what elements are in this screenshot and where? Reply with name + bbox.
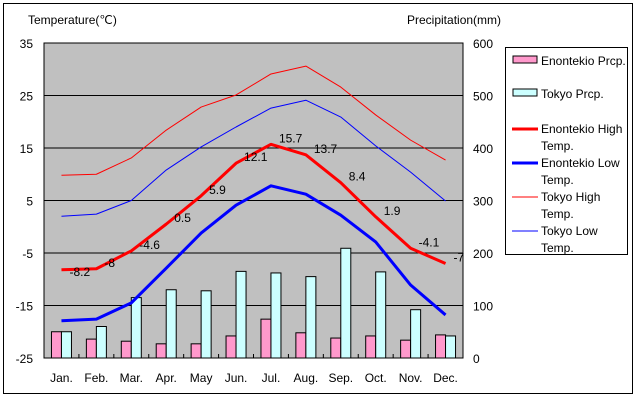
data-label: 0.5: [174, 211, 191, 225]
bar-tokyo-prcp-: [445, 335, 457, 359]
y-tick-right: 500: [473, 90, 493, 104]
bar-enontekio-prcp-: [85, 338, 97, 359]
line-tokyo-low-temp-: [61, 99, 446, 217]
x-tick-label: Feb.: [84, 371, 108, 385]
bar-enontekio-prcp-: [190, 343, 202, 359]
bar-enontekio-prcp-: [225, 335, 237, 359]
x-tick-label: Nov.: [399, 371, 423, 385]
legend-item-tokyo-prcp: Tokyo Prcp.: [512, 86, 629, 103]
bar-enontekio-prcp-: [295, 332, 307, 359]
data-label: 1.9: [384, 204, 401, 218]
y-tick-right: 600: [473, 37, 493, 51]
data-label: 13.7: [314, 142, 338, 156]
legend: Enontekio Prcp. Tokyo Prcp. Enontekio Hi…: [505, 47, 628, 255]
bar-enontekio-prcp-: [330, 337, 342, 359]
bar-tokyo-prcp-: [340, 247, 352, 359]
bar-tokyo-prcp-: [270, 272, 282, 359]
y-tick-right: 400: [473, 142, 493, 156]
legend-label: Tokyo High Temp.: [541, 190, 601, 221]
x-tick-label: Apr.: [156, 371, 177, 385]
y-tick-left: 35: [20, 37, 34, 51]
bar-enontekio-prcp-: [365, 335, 377, 359]
legend-swatch: [512, 88, 538, 97]
data-label: -4.1: [419, 235, 440, 249]
legend-item-enontekio-low: Enontekio Low Temp.: [512, 155, 629, 189]
bar-enontekio-prcp-: [435, 334, 447, 359]
y-tick-left: 25: [20, 90, 34, 104]
y-tick-left: -15: [16, 300, 34, 314]
line-enontekio-low-temp-: [61, 184, 447, 323]
legend-item-tokyo-low: Tokyo Low Temp.: [512, 223, 629, 257]
legend-label: Tokyo Low Temp.: [541, 224, 598, 255]
bar-tokyo-prcp-: [410, 309, 422, 359]
x-tick-label: Dec.: [433, 371, 458, 385]
x-tick-label: May: [190, 371, 213, 385]
y-tick-left: -25: [16, 352, 34, 366]
bar-enontekio-prcp-: [155, 343, 167, 359]
y-axis-label-left: Temperature(℃): [28, 13, 117, 27]
legend-item-enontekio-prcp: Enontekio Prcp.: [512, 53, 629, 70]
bar-tokyo-prcp-: [130, 297, 142, 359]
legend-item-tokyo-high: Tokyo High Temp.: [512, 189, 629, 223]
legend-swatch: [512, 230, 538, 232]
bar-tokyo-prcp-: [375, 271, 387, 359]
legend-swatch: [512, 161, 538, 165]
data-label: -8.2: [69, 265, 90, 279]
legend-label: Enontekio High Temp.: [541, 122, 623, 153]
x-tick-label: Jun.: [225, 371, 248, 385]
legend-label: Enontekio Low Temp.: [541, 156, 620, 187]
data-label: 15.7: [279, 131, 303, 145]
bar-enontekio-prcp-: [120, 340, 132, 359]
y-tick-left: 15: [20, 142, 34, 156]
y-tick-right: 200: [473, 247, 493, 261]
x-tick-label: Jul.: [262, 371, 281, 385]
data-label: -8: [104, 256, 115, 270]
bar-tokyo-prcp-: [165, 289, 177, 359]
bar-enontekio-prcp-: [50, 331, 62, 359]
legend-swatch: [512, 127, 538, 131]
bar-tokyo-prcp-: [60, 331, 72, 359]
data-label: -7: [454, 251, 465, 265]
data-label: 12.1: [244, 150, 268, 164]
legend-label: Tokyo Prcp.: [541, 87, 604, 101]
legend-swatch: [512, 196, 538, 198]
data-label: 8.4: [349, 170, 366, 184]
data-label: 5.9: [209, 183, 226, 197]
chart-frame: [3, 3, 633, 394]
legend-swatch: [512, 55, 538, 64]
bar-tokyo-prcp-: [235, 270, 247, 359]
bar-tokyo-prcp-: [200, 290, 212, 359]
x-tick-label: Aug.: [294, 371, 319, 385]
y-tick-right: 300: [473, 195, 493, 209]
line-tokyo-high-temp-: [61, 65, 446, 176]
y-tick-right: 0: [473, 352, 480, 366]
bar-enontekio-prcp-: [260, 318, 272, 359]
legend-label: Enontekio Prcp.: [541, 54, 626, 68]
bar-tokyo-prcp-: [95, 326, 107, 359]
x-tick-label: Oct.: [365, 371, 387, 385]
x-tick-label: Mar.: [120, 371, 143, 385]
y-tick-right: 100: [473, 300, 493, 314]
legend-item-enontekio-high: Enontekio High Temp.: [512, 121, 629, 155]
y-axis-label-right: Precipitation(mm): [407, 13, 501, 27]
x-tick-label: Sep.: [328, 371, 353, 385]
line-enontekio-high-temp-: [61, 142, 447, 272]
bar-tokyo-prcp-: [305, 276, 317, 359]
data-label: -4.6: [139, 238, 160, 252]
y-tick-left: -5: [22, 247, 33, 261]
x-tick-label: Jan.: [50, 371, 73, 385]
y-tick-left: 5: [26, 195, 33, 209]
bar-enontekio-prcp-: [400, 339, 412, 359]
